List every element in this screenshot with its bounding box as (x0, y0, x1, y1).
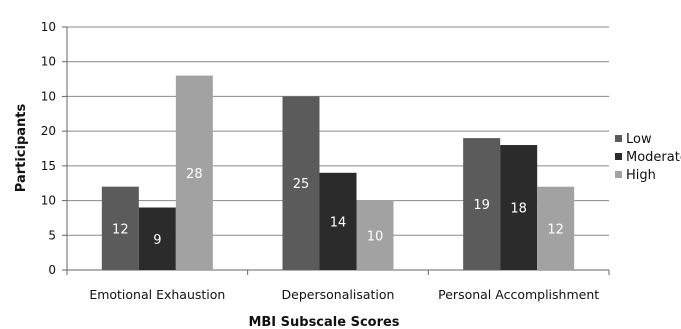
y-tick-label: 5 (48, 228, 56, 242)
bar-data-label: 18 (510, 202, 527, 217)
bar-data-label: 14 (330, 215, 347, 230)
x-category-label: Emotional Exhaustion (89, 287, 225, 302)
bar (319, 172, 357, 270)
legend-swatch (615, 153, 622, 160)
bar-data-label: 12 (547, 222, 564, 237)
bars: 12 9 28 25 14 10 19 18 12 (101, 75, 575, 270)
y-tick-label: 20 (41, 124, 56, 138)
legend-swatch (615, 171, 622, 178)
y-tick-label: 0 (48, 263, 56, 277)
legend-label: Moderate (626, 150, 681, 165)
bar (500, 145, 538, 270)
x-axis-title: MBI Subscale Scores (248, 315, 399, 329)
legend: Low Moderate High (615, 132, 681, 183)
y-tick-label: 15 (41, 159, 56, 173)
bar-data-label: 12 (112, 222, 129, 237)
x-category-label: Depersonalisation (282, 287, 395, 302)
y-tick-label: 10 (41, 194, 56, 208)
y-tick-label: 10 (41, 20, 56, 34)
bar-data-label: 19 (473, 198, 490, 213)
bar (537, 186, 575, 270)
bar-data-label: 25 (293, 177, 310, 192)
bar (101, 186, 139, 270)
bar (175, 75, 213, 270)
bar-data-label: 10 (367, 229, 384, 244)
bar-data-label: 28 (186, 167, 203, 182)
legend-label: High (626, 168, 656, 183)
bar (463, 138, 501, 270)
bar (356, 200, 394, 270)
bar (138, 207, 176, 270)
legend-swatch (615, 135, 622, 142)
x-category-label: Personal Accomplishment (438, 287, 599, 302)
y-tick-label: 10 (41, 55, 56, 69)
y-axis-title: Participants (14, 104, 29, 193)
bar-data-label: 9 (153, 233, 161, 248)
gridlines (67, 26, 609, 236)
y-tick-label: 10 (41, 89, 56, 103)
y-axis-ticks: 0 5 10 15 20 10 10 10 (41, 20, 68, 277)
bar (282, 96, 320, 270)
legend-label: Low (626, 132, 652, 147)
x-axis-categories: Emotional Exhaustion Depersonalisation Per… (66, 270, 610, 302)
